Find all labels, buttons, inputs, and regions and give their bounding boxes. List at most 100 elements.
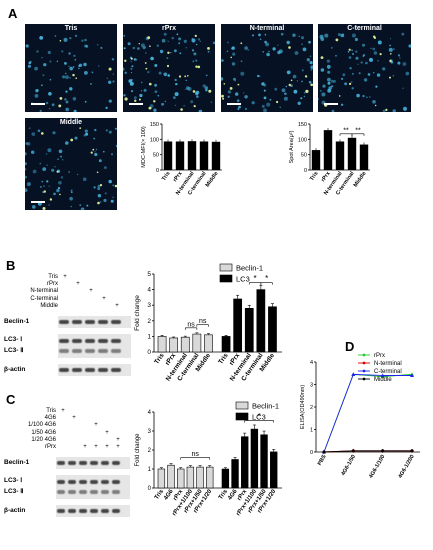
blot-band — [68, 509, 76, 513]
micrograph-middle: Middle — [25, 118, 117, 210]
cell-dot — [153, 108, 157, 112]
autophagosome-spot — [389, 59, 392, 63]
autophagosome-spot — [184, 75, 187, 78]
blot-band — [112, 461, 120, 465]
cell-dot — [143, 88, 147, 92]
cell-dot — [337, 33, 341, 37]
cell-dot — [297, 101, 301, 106]
cell-dot — [131, 90, 133, 93]
bar — [270, 451, 278, 489]
cell-dot — [144, 46, 147, 48]
cell-dot — [327, 88, 332, 93]
cell-dot — [105, 129, 108, 132]
y-axis-label: Spot Area(μ²) — [289, 130, 295, 163]
autophagosome-spot — [145, 67, 148, 70]
blot-lane-sign: + — [94, 444, 98, 450]
scale-bar — [324, 103, 338, 105]
cell-dot — [110, 199, 114, 203]
cell-dot — [235, 92, 239, 96]
cell-dot — [43, 63, 47, 67]
legend-label: Beclin-1 — [252, 402, 279, 411]
cell-dot — [341, 77, 344, 80]
cell-dot — [247, 49, 249, 51]
cell-dot — [130, 60, 132, 63]
cell-dot — [25, 142, 28, 145]
cell-dot — [340, 103, 344, 107]
blot-band — [111, 349, 121, 353]
autophagosome-spot — [305, 89, 309, 93]
cell-dot — [366, 96, 368, 99]
cell-dot — [186, 86, 190, 90]
blot-band — [98, 349, 108, 353]
cell-dot — [272, 47, 276, 51]
cell-dot — [69, 66, 73, 71]
blot-band — [90, 509, 98, 513]
cell-dot — [97, 187, 100, 190]
cell-dot — [112, 184, 115, 187]
cell-dot — [397, 61, 401, 65]
autophagosome-spot — [178, 75, 182, 78]
cell-dot — [32, 205, 36, 209]
cell-dot — [139, 93, 143, 98]
cell-dot — [97, 184, 101, 188]
cell-dot — [372, 100, 376, 104]
cell-dot — [47, 148, 52, 153]
autophagosome-spot — [207, 47, 210, 50]
cell-dot — [372, 71, 375, 74]
legend-swatch — [219, 274, 233, 283]
micrograph-label: Tris — [64, 25, 78, 32]
cell-dot — [195, 43, 198, 46]
cell-dot — [133, 58, 137, 61]
cell-dot — [114, 127, 117, 130]
cell-dot — [130, 72, 133, 74]
cell-dot — [332, 79, 336, 83]
cell-dot — [240, 71, 245, 76]
blot-condition-label: C-terminal — [30, 295, 58, 302]
cell-dot — [286, 40, 290, 45]
cell-dot — [326, 59, 330, 63]
cell-dot — [376, 73, 381, 77]
cell-dot — [281, 88, 286, 93]
cell-dot — [279, 106, 281, 109]
bar — [157, 336, 167, 353]
blot-condition-label: Tris — [48, 274, 58, 280]
cell-dot — [111, 153, 113, 156]
bar — [335, 141, 345, 170]
cell-dot — [94, 128, 97, 132]
cell-dot — [269, 98, 272, 101]
blot-band — [111, 339, 121, 343]
cell-dot — [231, 62, 236, 66]
cell-dot — [64, 62, 67, 65]
cell-dot — [309, 55, 312, 58]
cell-dot — [86, 204, 89, 207]
autophagosome-spot — [335, 38, 339, 42]
cell-dot — [40, 186, 42, 188]
cell-dot — [112, 80, 115, 83]
bar — [260, 434, 268, 489]
cell-dot — [133, 96, 137, 100]
cell-dot — [301, 43, 303, 45]
autophagosome-spot — [124, 59, 127, 62]
cell-dot — [285, 85, 288, 88]
cell-dot — [65, 141, 69, 145]
cell-dot — [301, 80, 303, 83]
scale-bar — [31, 201, 45, 203]
cell-dot — [41, 57, 43, 59]
blot-lane-sign: + — [76, 281, 80, 288]
cell-dot — [166, 57, 169, 59]
cell-dot — [326, 64, 331, 69]
panel-letter-c: C — [6, 392, 16, 407]
micrograph-rprx: rPrx — [123, 24, 215, 112]
cell-dot — [351, 72, 354, 75]
bar — [221, 336, 231, 353]
legend-label: C-terminal — [374, 369, 402, 375]
legend-label: LC3 — [236, 275, 250, 284]
cell-dot — [48, 204, 50, 206]
cell-dot — [82, 177, 87, 181]
cell-dot — [330, 79, 334, 83]
blot-lane-sign: + — [105, 444, 109, 450]
cell-dot — [261, 104, 265, 108]
cell-dot — [355, 50, 358, 53]
autophagosome-spot — [59, 193, 61, 196]
